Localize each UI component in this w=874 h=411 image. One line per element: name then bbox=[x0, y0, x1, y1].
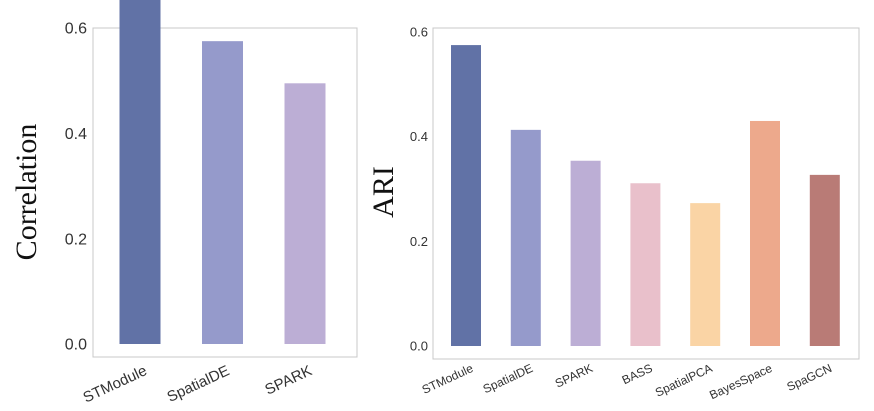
ari-x-tick-label-bayesspace: BayesSpace bbox=[707, 361, 774, 402]
ari-y-tick-label: 0.6 bbox=[410, 25, 428, 40]
correlation-y-tick-label: 0.2 bbox=[65, 231, 87, 248]
ari-bar-spatialde bbox=[510, 129, 541, 346]
ari-x-tick-label-spatialpca: SpatialPCA bbox=[653, 361, 715, 400]
correlation-chart: 0.0 0.2 0.4 0.6 STModule SpatialDE SPARK Corr… bbox=[10, 0, 358, 407]
ari-x-tick-label-spagcn: SpaGCN bbox=[785, 361, 834, 394]
ari-x-tick-label-bass: BASS bbox=[620, 361, 655, 387]
ari-y-tick-label: 0.4 bbox=[410, 129, 428, 144]
ari-bar-bayesspace bbox=[750, 120, 780, 346]
correlation-x-tick-label-spark: SPARK bbox=[262, 362, 314, 398]
correlation-bar-spatialde bbox=[202, 41, 243, 345]
correlation-y-axis-label: Correlation bbox=[10, 124, 43, 261]
correlation-bar-stmodule bbox=[119, 0, 161, 345]
ari-bar-spagcn bbox=[809, 174, 840, 346]
ari-y-axis-label: ARI bbox=[367, 166, 400, 218]
ari-bar-spatialpca bbox=[690, 203, 721, 346]
correlation-bar-spark bbox=[284, 83, 326, 345]
correlation-y-tick-label: 0.0 bbox=[65, 337, 87, 354]
ari-bar-stmodule bbox=[451, 45, 481, 346]
correlation-plot-frame bbox=[92, 27, 358, 358]
correlation-x-tick-label-spatialde: SpatialDE bbox=[165, 362, 233, 406]
ari-x-tick-label-spatialde: SpatialDE bbox=[481, 361, 535, 396]
ari-x-tick-label-spark: SPARK bbox=[553, 361, 595, 391]
ari-y-tick-label: 0.2 bbox=[410, 234, 428, 249]
ari-plot-frame bbox=[432, 27, 860, 360]
correlation-y-tick-label: 0.4 bbox=[65, 126, 87, 143]
ari-x-tick-label-stmodule: STModule bbox=[420, 361, 476, 397]
ari-y-tick-label: 0.0 bbox=[410, 339, 428, 354]
correlation-x-tick-label-stmodule: STModule bbox=[81, 362, 150, 406]
ari-chart: 0.00.20.40.6 STModule SpatialDE SPARK BASSS… bbox=[367, 25, 860, 402]
ari-bar-bass bbox=[630, 183, 661, 346]
correlation-y-tick-label: 0.6 bbox=[65, 21, 87, 38]
ari-bar-spark bbox=[570, 160, 601, 346]
